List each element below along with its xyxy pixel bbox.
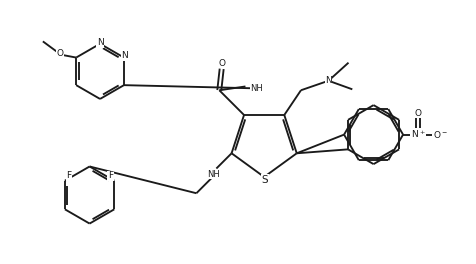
Text: S: S — [262, 175, 268, 185]
Text: O: O — [415, 109, 422, 118]
Text: O: O — [57, 49, 63, 58]
Text: N: N — [97, 38, 103, 47]
Text: NH: NH — [208, 170, 220, 179]
Text: F: F — [66, 172, 71, 181]
Text: $\mathsf{N^+}$: $\mathsf{N^+}$ — [411, 129, 426, 140]
Text: N: N — [121, 51, 128, 60]
Text: NH: NH — [250, 84, 263, 93]
Text: O: O — [218, 59, 225, 68]
Text: $\mathsf{O^-}$: $\mathsf{O^-}$ — [433, 129, 447, 140]
Text: F: F — [108, 172, 113, 181]
Text: N: N — [325, 76, 332, 85]
